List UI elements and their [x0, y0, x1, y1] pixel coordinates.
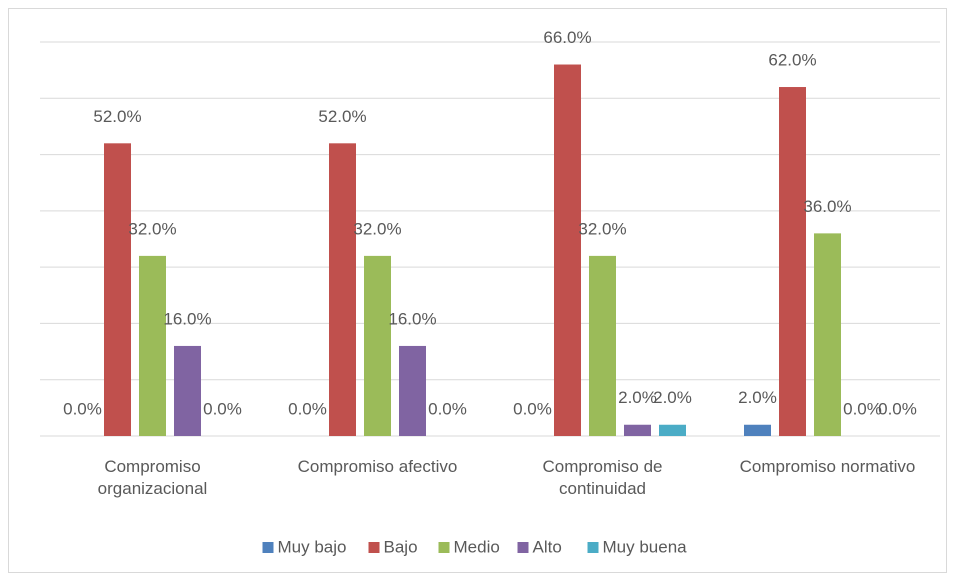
bar: [139, 255, 166, 436]
legend-label: Muy bajo: [278, 537, 347, 556]
x-tick-label: Compromiso de continuidad: [542, 457, 663, 498]
bar: [624, 424, 651, 436]
data-label: 66.0%: [543, 28, 591, 47]
data-label: 0.0%: [428, 399, 467, 418]
data-label: 16.0%: [388, 309, 436, 328]
bar: [329, 143, 356, 437]
data-label: 0.0%: [843, 399, 882, 418]
x-tick-label: Compromiso normativo: [739, 457, 916, 476]
bar: [744, 424, 771, 436]
data-label: 0.0%: [878, 399, 917, 418]
legend-swatch: [438, 542, 450, 553]
legend-swatch: [587, 542, 599, 553]
legend-swatch: [262, 542, 274, 553]
data-label: 32.0%: [128, 219, 176, 238]
data-label: 2.0%: [738, 388, 777, 407]
data-label: 0.0%: [63, 399, 102, 418]
legend-label: Muy buena: [603, 537, 688, 556]
data-label: 52.0%: [318, 107, 366, 126]
legend-swatch: [368, 542, 380, 553]
data-label: 16.0%: [163, 309, 211, 328]
bar: [779, 87, 806, 437]
bar: [104, 143, 131, 437]
legend-label: Alto: [533, 537, 562, 556]
legend-label: Bajo: [384, 537, 418, 556]
bar: [174, 345, 201, 436]
data-label: 0.0%: [203, 399, 242, 418]
data-label: 0.0%: [288, 399, 327, 418]
data-label: 32.0%: [578, 219, 626, 238]
data-label: 52.0%: [93, 107, 141, 126]
data-label: 32.0%: [353, 219, 401, 238]
data-label: 0.0%: [513, 399, 552, 418]
x-tick-label: Compromiso afectivo: [297, 457, 458, 476]
data-label: 2.0%: [653, 388, 692, 407]
legend-label: Medio: [454, 537, 500, 556]
data-label: 62.0%: [768, 51, 816, 70]
data-label: 36.0%: [803, 197, 851, 216]
bar: [814, 233, 841, 436]
bar: [399, 345, 426, 436]
legend-swatch: [517, 542, 529, 553]
x-tick-label: Compromiso organizacional: [97, 457, 208, 498]
bar: [554, 64, 581, 436]
bar: [589, 255, 616, 436]
bar: [364, 255, 391, 436]
data-label: 2.0%: [618, 388, 657, 407]
bar: [659, 424, 686, 436]
